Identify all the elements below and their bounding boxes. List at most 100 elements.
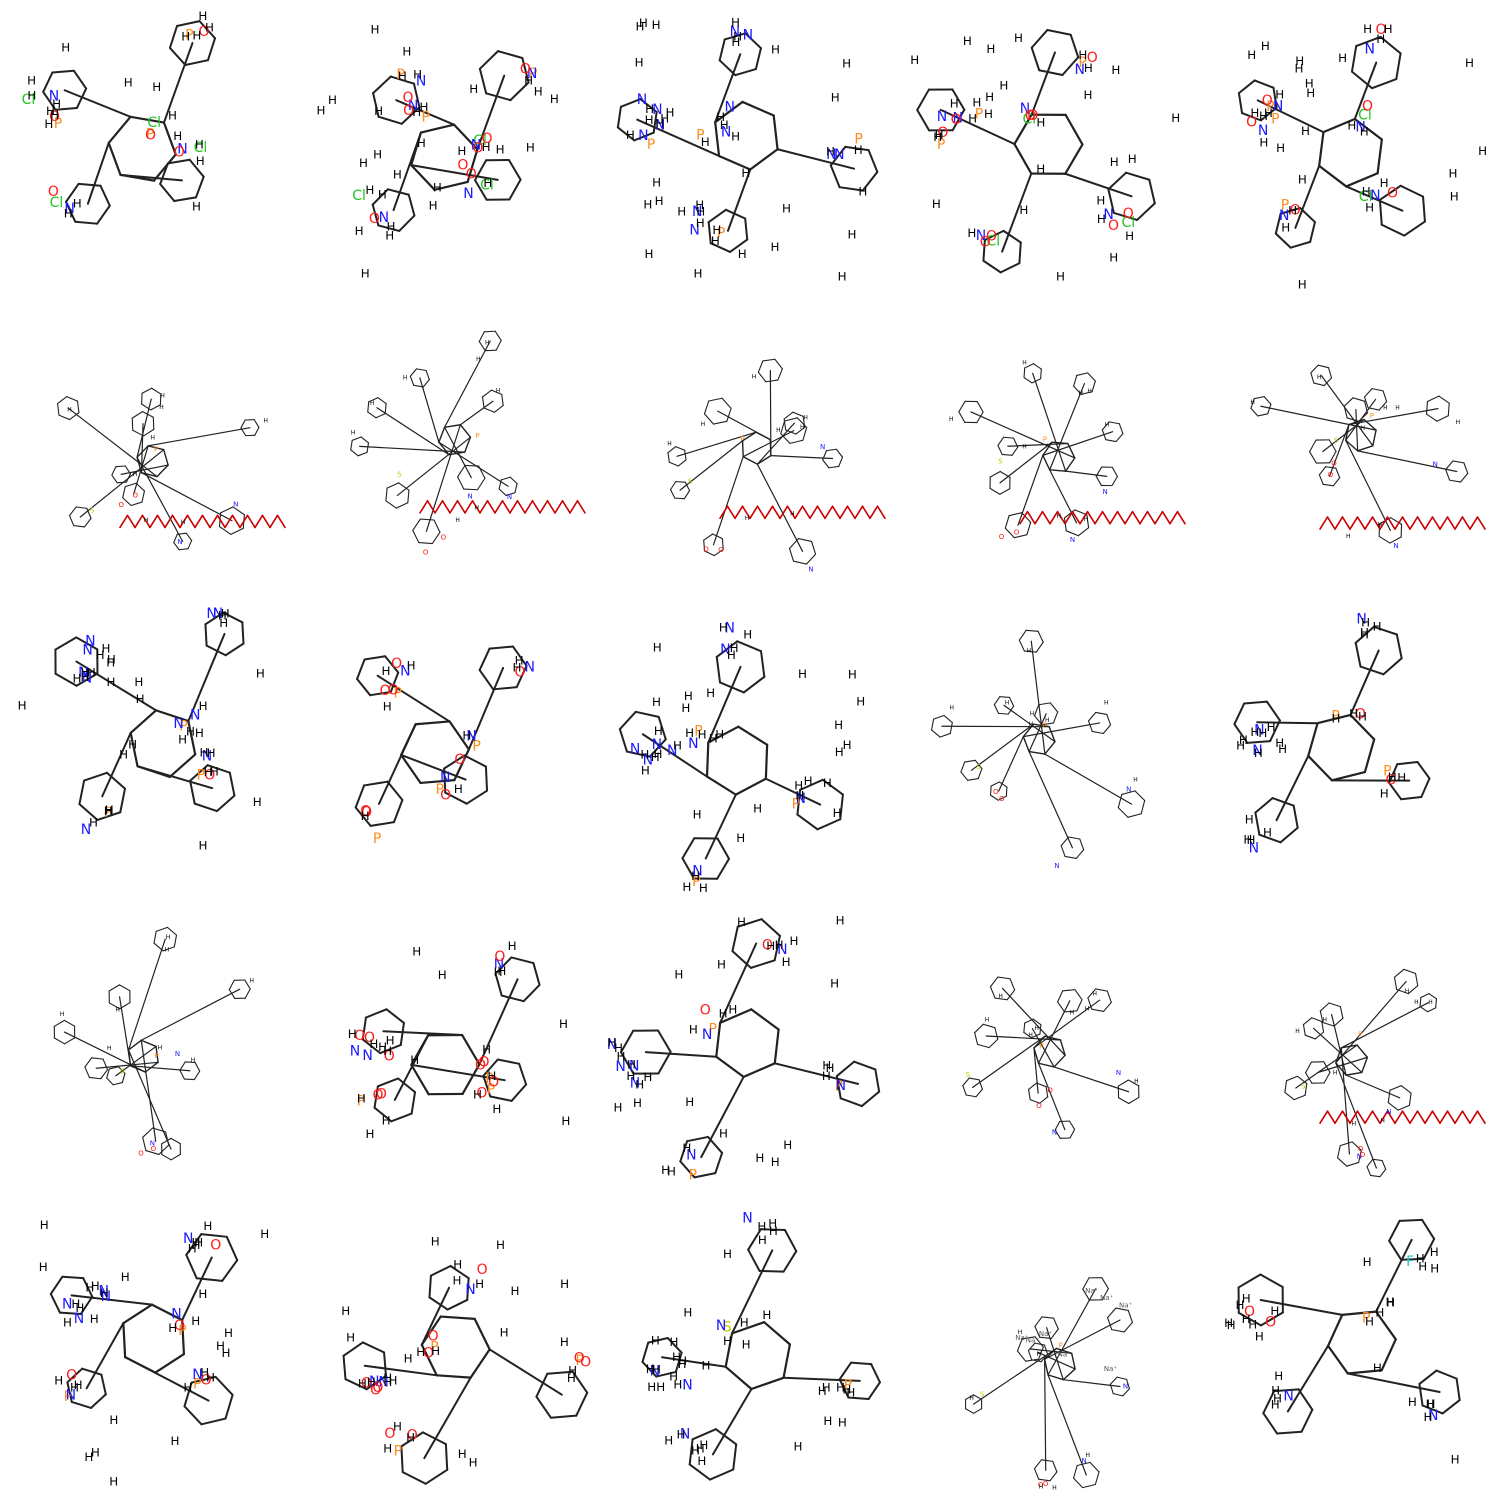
ring-bond [718,1008,753,1025]
atom-label: H [655,116,664,130]
ring-bond [1304,1072,1313,1084]
atom-label: H [935,128,944,142]
ring-bond [204,623,208,647]
ring-bond [647,1337,669,1344]
ring-bond [1052,1460,1058,1473]
ring-bond [495,339,502,351]
chain-bond [1319,1110,1329,1125]
atom-label: H [383,1044,392,1058]
ring-bond [398,214,416,232]
atom-label: N [177,141,187,157]
atom-label: H [165,946,169,953]
chain-bond [1431,516,1441,530]
atom-label: O [494,949,505,965]
ring-bond [1421,1404,1444,1415]
chain-bond [771,505,781,520]
atom-label: H [483,176,492,190]
ring-bond [666,1337,683,1354]
atom-label: N [630,741,640,757]
atom-label: O [1362,99,1373,115]
atom-label: H [40,1218,49,1232]
ring-bond [153,942,164,952]
ring-bond [76,400,80,414]
ring-bond [734,68,757,77]
ring-bond [829,145,847,167]
ring-bond [1117,1097,1130,1105]
ring-bond [780,433,791,444]
ring-bond [1102,724,1112,735]
ring-bond [185,1253,198,1280]
atom-label: H [567,1371,576,1385]
ring-bond [977,768,983,780]
ring-bond [1127,1309,1133,1323]
ring-bond [361,1016,367,1041]
ring-bond [178,548,189,551]
atom-label: H [194,1235,203,1249]
chain-bond [1356,516,1366,530]
arm-bond [1375,1238,1413,1313]
arm-bond [1345,439,1391,531]
ring-bond [1062,1368,1076,1381]
atom-label: H [487,1069,496,1083]
atom-label: H [560,1277,569,1291]
atom-label: H [842,57,851,71]
atom-label: P [155,1052,159,1060]
atom-label: H [91,1279,100,1293]
atom-label: H [1056,270,1065,284]
ring-bond [1123,1321,1133,1333]
atom-label: H [485,340,489,347]
arm-bond [127,938,166,1051]
ring-bond [1272,86,1278,109]
chain-bond [1401,516,1411,530]
atom-label: H [85,1280,94,1294]
chain-bond [486,500,496,514]
atom-label: H [419,100,428,114]
ring-bond [982,238,986,262]
atom-label: H [1084,61,1093,75]
ring-bond [400,753,422,785]
arm-bond [1001,987,1066,1056]
atom-label: H [1070,1010,1074,1017]
atom-label: O [1043,1480,1049,1488]
atom-label: H [218,608,227,622]
atom-label: N [836,1078,846,1094]
atom-label: N [379,210,389,226]
ring-bond [792,560,808,565]
ring-bond [253,419,260,428]
ring-bond [1380,223,1406,237]
chain-bond [1416,516,1426,530]
ring-bond [750,1376,785,1391]
ring-bond [684,481,691,492]
atom-label: H [769,1224,778,1238]
chain-bond [1469,1110,1479,1125]
chain-bond [254,514,264,529]
ring-bond [142,428,155,437]
atom-label: P [692,874,700,890]
atom-label: H [1274,1369,1283,1383]
atom-label: H [263,418,267,425]
bond-layer [42,20,217,225]
atom-label: H [433,181,442,195]
ring-bond [1455,1377,1461,1402]
ring-bond [1074,989,1083,1001]
arm-bond [719,942,758,1024]
ring-bond [1353,117,1383,141]
ring-bond [810,540,817,555]
ring-bond [1115,433,1124,443]
ring-bond [407,489,410,504]
ring-bond [1341,1310,1378,1316]
atom-label: H [1378,521,1382,528]
atom-label: H [1227,1318,1236,1332]
atom-label: H [80,670,89,684]
ring-bond [1363,388,1373,398]
ring-bond [66,1381,73,1403]
atom-label: H [260,1227,269,1241]
ring-bond [1072,1477,1084,1489]
ring-bond [1435,998,1437,1009]
atom-label: H [1295,61,1304,75]
bond-layer [1284,968,1486,1178]
atom-label: H [998,993,1002,1000]
ring-bond [200,1417,227,1426]
atom-label: H [205,21,214,35]
